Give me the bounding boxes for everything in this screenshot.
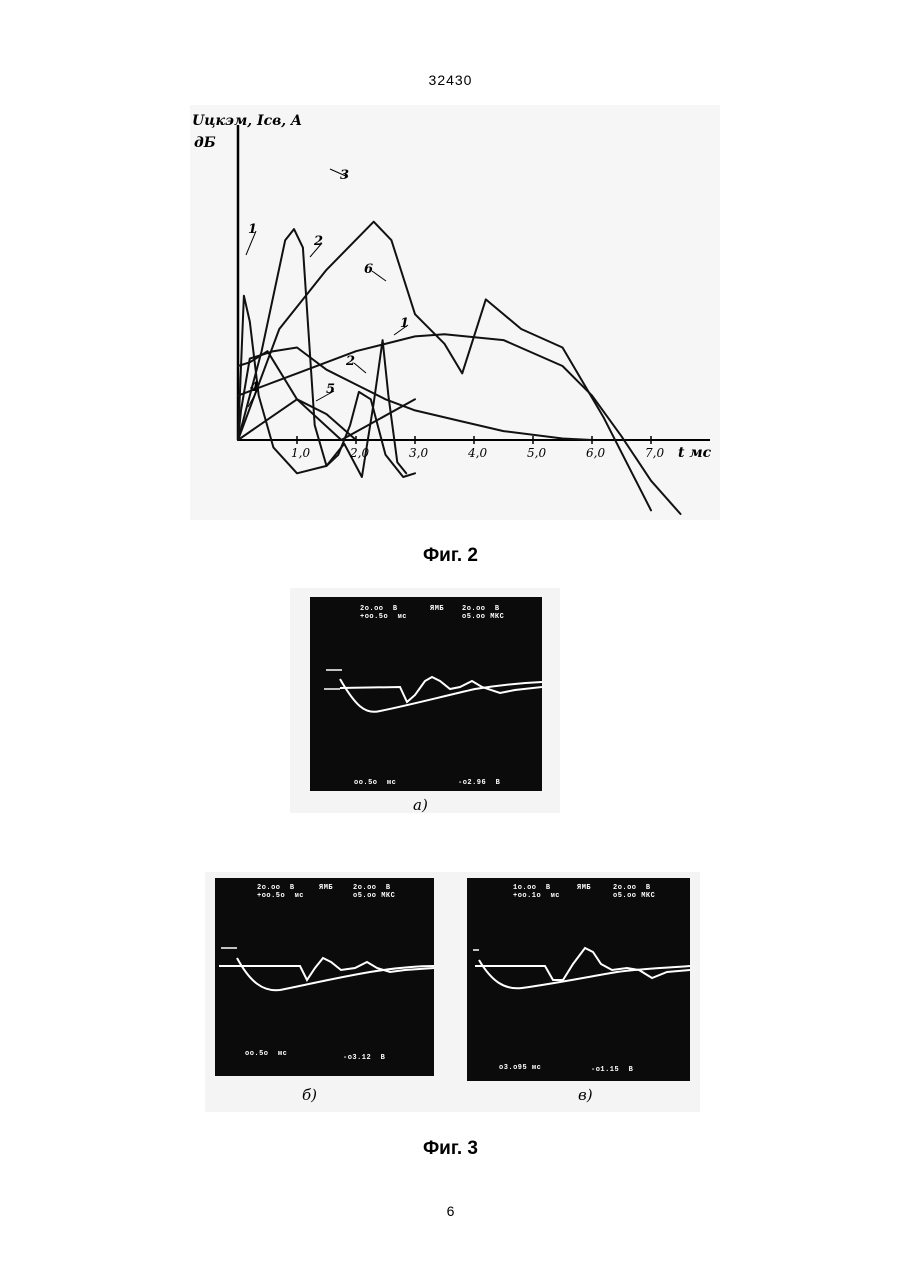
fig2-caption: Фиг. 2 — [0, 545, 901, 567]
trace-voltage — [475, 948, 690, 980]
oscillogram-b-traces — [215, 878, 434, 1076]
x-tick-label: 2,0 — [349, 446, 369, 460]
oscillogram-v: 1о.оо В +оо.1о мс ЯМБ 2о.оо В о5.оо МКС … — [467, 878, 690, 1081]
page-header: 32430 — [0, 72, 901, 88]
curve-label: 5 — [326, 382, 335, 397]
osc-b-top-mid: ЯМБ — [319, 884, 333, 892]
trace-current — [340, 679, 542, 712]
oscillogram-a: 2о.оо В +оо.5о мс ЯМБ 2о.оо В о5.оо МКС … — [310, 597, 542, 791]
x-tick-label: 1,0 — [291, 446, 310, 460]
osc-a-top-mid: ЯМБ — [430, 605, 444, 613]
curve-label: 6 — [364, 262, 373, 277]
page-number: 6 — [0, 1203, 901, 1219]
oscillogram-v-traces — [467, 878, 690, 1081]
curve-label: 2 — [345, 354, 355, 369]
trace-voltage — [219, 958, 434, 980]
trace-current — [479, 960, 690, 988]
osc-b-label: б) — [302, 1086, 317, 1104]
x-tick-label: 3,0 — [409, 446, 428, 460]
x-tick-label: 7,0 — [645, 446, 664, 460]
trace-current — [237, 958, 434, 990]
osc-v-top-right: 2о.оо В о5.оо МКС — [613, 884, 655, 900]
curve-label: 3 — [340, 168, 349, 183]
x-tick-label: 5,0 — [527, 446, 546, 460]
osc-v-top-mid: ЯМБ — [577, 884, 591, 892]
fig2-ylabel-line2: дБ — [194, 135, 216, 151]
curve-label: 1 — [400, 316, 409, 331]
fig3-caption: Фиг. 3 — [0, 1138, 901, 1160]
fig2-xlabel: t мс — [678, 445, 712, 461]
oscillogram-b: 2о.оо В +оо.5о мс ЯМБ 2о.оо В о5.оо МКС … — [215, 878, 434, 1076]
osc-b-top-left: 2о.оо В +оо.5о мс — [257, 884, 304, 900]
x-tick-label: 4,0 — [467, 446, 487, 460]
curve-label: 2 — [313, 234, 323, 249]
curve-label: 4 — [250, 380, 259, 395]
osc-b-bottom-left: оо.5о мс — [245, 1050, 287, 1058]
osc-b-bottom-right: -о3.12 В — [343, 1054, 385, 1062]
x-tick-label: 6,0 — [586, 446, 605, 460]
osc-v-bottom-left: о3.о95 мс — [499, 1064, 541, 1072]
osc-a-bottom-right: -о2.96 В — [458, 779, 500, 787]
osc-a-top-left: 2о.оо В +оо.5о мс — [360, 605, 407, 621]
osc-b-top-right: 2о.оо В о5.оо МКС — [353, 884, 395, 900]
osc-a-top-right: 2о.оо В о5.оо МКС — [462, 605, 504, 621]
fig2-chart: 1,0 2,0 3,0 4,0 5,0 6,0 7,0 1 2 3 6 1 2 4 5 Uцкэм, Iс… — [190, 105, 720, 520]
trace-voltage — [340, 677, 542, 702]
osc-a-label: а) — [413, 796, 428, 814]
osc-v-bottom-right: -о1.15 В — [591, 1066, 633, 1074]
osc-v-top-left: 1о.оо В +оо.1о мс — [513, 884, 560, 900]
fig2-ylabel-line1: Uцкэм, Iсв, A — [192, 113, 302, 129]
osc-v-label: в) — [578, 1086, 593, 1104]
osc-a-bottom-left: оо.5о мс — [354, 779, 396, 787]
oscillogram-a-traces — [310, 597, 542, 791]
curve-label: 1 — [248, 222, 257, 237]
